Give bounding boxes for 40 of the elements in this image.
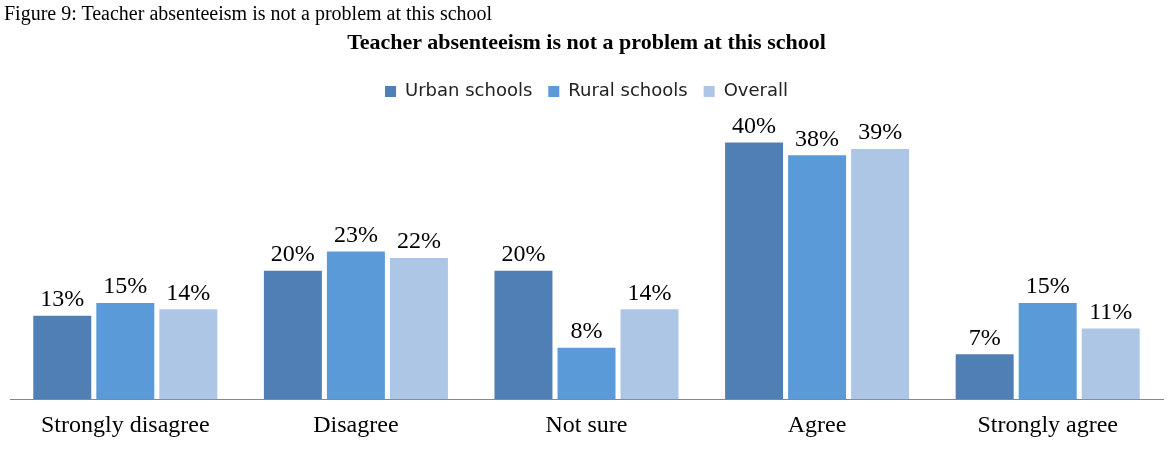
bar [1081, 328, 1140, 400]
x-tick-label: Not sure [545, 410, 628, 437]
data-label: 20% [270, 240, 315, 267]
bar [557, 347, 616, 400]
data-label: 15% [1025, 272, 1070, 299]
data-label: 13% [40, 285, 85, 312]
x-tick-label: Strongly agree [977, 410, 1119, 437]
data-label: 11% [1089, 297, 1133, 324]
x-tick-label: Disagree [313, 410, 399, 437]
caption: Figure 9: Teacher absenteeism is not a problem at this school [3, 1, 494, 26]
data-label: 20% [501, 240, 546, 267]
data-label: 14% [166, 278, 211, 305]
bar [326, 251, 385, 400]
chart-title: Teacher absenteeism is not a problem at this school [347, 28, 826, 54]
data-label: 15% [103, 272, 148, 299]
data-label: 7% [968, 323, 1001, 350]
bar [96, 302, 155, 400]
data-label: 40% [732, 111, 777, 138]
data-label: 23% [333, 220, 378, 247]
bar [389, 258, 448, 400]
data-label: 39% [858, 118, 903, 145]
bar [33, 315, 92, 400]
data-label: 8% [570, 317, 603, 344]
data-label: 14% [627, 278, 672, 305]
bar [788, 155, 847, 400]
legend-label: Urban schools [405, 79, 533, 101]
legend-label: Overall [723, 79, 788, 101]
data-label: 38% [795, 124, 840, 151]
x-tick-label: Agree [787, 410, 847, 437]
bar [851, 148, 910, 400]
bar [620, 309, 679, 400]
x-tick-label: Strongly disagree [40, 410, 210, 437]
bar [494, 270, 553, 400]
bar [263, 270, 322, 400]
bar [725, 142, 784, 400]
bar [955, 354, 1014, 400]
bar [1018, 302, 1077, 400]
bar [159, 309, 218, 400]
legend-label: Rural schools [568, 79, 688, 101]
data-label: 22% [396, 227, 441, 254]
